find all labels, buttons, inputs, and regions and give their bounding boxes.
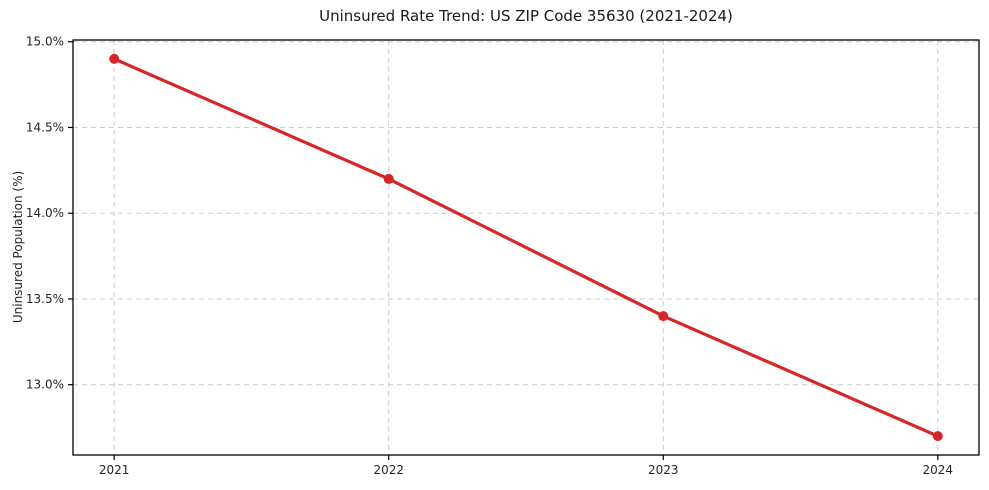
y-tick-label: 13.0% — [26, 378, 64, 392]
x-tick-label: 2023 — [648, 463, 679, 477]
x-tick-label: 2022 — [373, 463, 404, 477]
data-point-marker — [383, 173, 394, 184]
data-point-marker — [932, 431, 943, 442]
data-point-marker — [658, 311, 669, 322]
y-tick-label: 13.5% — [26, 292, 64, 306]
plot-spines — [72, 39, 980, 456]
chart-title: Uninsured Rate Trend: US ZIP Code 35630 … — [319, 7, 733, 25]
x-tick-label: 2021 — [99, 463, 130, 477]
y-tick-label: 15.0% — [26, 35, 64, 49]
data-point-marker — [109, 53, 120, 64]
trend-line — [112, 57, 940, 438]
y-tick-label: 14.0% — [26, 206, 64, 220]
x-tick-label: 2024 — [923, 463, 954, 477]
y-tick-label: 14.5% — [26, 120, 64, 134]
